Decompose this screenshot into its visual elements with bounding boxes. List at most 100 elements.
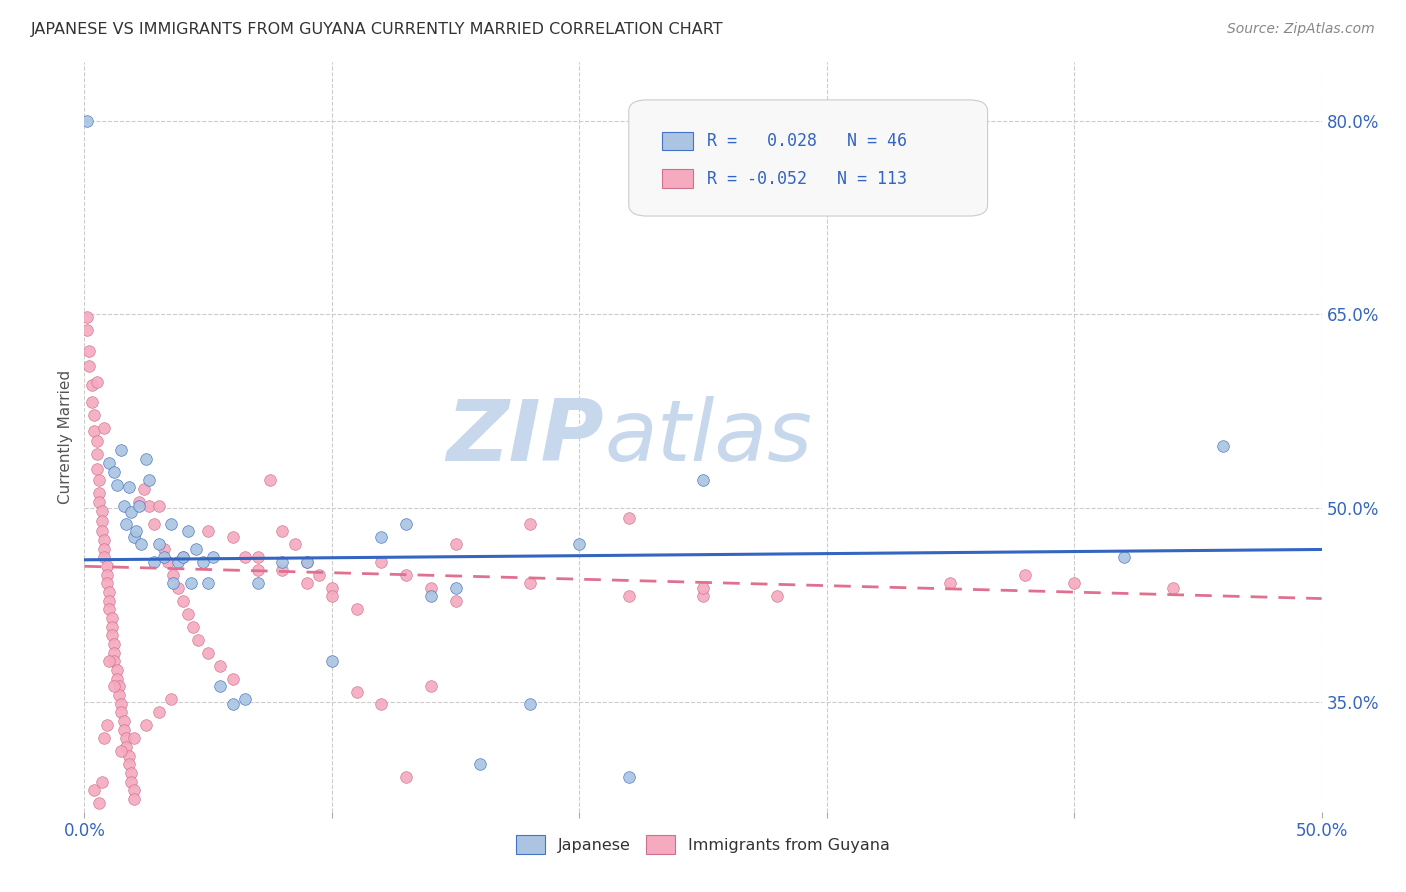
Point: [128, 499, 150, 513]
Point: [321, 589, 343, 603]
Point: [105, 478, 128, 492]
Point: [103, 680, 125, 694]
Point: [370, 698, 392, 712]
Point: [98, 594, 121, 608]
Point: [115, 740, 138, 755]
Point: [135, 718, 157, 732]
Point: [100, 611, 122, 625]
Point: [184, 542, 207, 557]
Legend: Japanese, Immigrants from Guyana: Japanese, Immigrants from Guyana: [510, 829, 896, 860]
Point: [197, 646, 219, 660]
Point: [86, 375, 108, 389]
Point: [90, 775, 112, 789]
Point: [271, 524, 294, 539]
Point: [86, 462, 108, 476]
Point: [939, 576, 962, 591]
Point: [122, 731, 145, 745]
Point: [128, 494, 150, 508]
Text: JAPANESE VS IMMIGRANTS FROM GUYANA CURRENTLY MARRIED CORRELATION CHART: JAPANESE VS IMMIGRANTS FROM GUYANA CURRE…: [31, 22, 724, 37]
Point: [148, 705, 170, 719]
Point: [96, 559, 118, 574]
Point: [419, 589, 441, 603]
Point: [120, 505, 142, 519]
Point: [180, 576, 202, 591]
Point: [346, 684, 368, 698]
Point: [519, 698, 541, 712]
Point: [162, 568, 184, 582]
Point: [96, 718, 118, 732]
Point: [1112, 550, 1135, 565]
Text: R = -0.052   N = 113: R = -0.052 N = 113: [707, 169, 907, 187]
Point: [142, 555, 165, 569]
Point: [135, 452, 157, 467]
Point: [100, 620, 122, 634]
Point: [172, 550, 194, 565]
Point: [308, 568, 330, 582]
Text: R =   0.028   N = 46: R = 0.028 N = 46: [707, 132, 907, 150]
Point: [118, 756, 141, 771]
Point: [132, 482, 155, 496]
Point: [202, 550, 225, 565]
Point: [90, 504, 112, 518]
Point: [148, 537, 170, 551]
Point: [115, 731, 138, 745]
Point: [125, 524, 148, 539]
Point: [766, 589, 789, 603]
Point: [419, 680, 441, 694]
Point: [444, 537, 467, 551]
Point: [90, 524, 112, 539]
Point: [209, 658, 232, 673]
FancyBboxPatch shape: [662, 169, 693, 188]
Point: [181, 620, 204, 634]
Point: [89, 485, 111, 500]
FancyBboxPatch shape: [662, 132, 693, 151]
Point: [103, 465, 125, 479]
Point: [295, 555, 318, 569]
Point: [110, 698, 132, 712]
Point: [160, 692, 183, 706]
Point: [93, 550, 115, 565]
Point: [86, 447, 108, 461]
Point: [295, 555, 318, 569]
Point: [98, 654, 121, 668]
Point: [167, 555, 190, 569]
Point: [692, 581, 714, 595]
Point: [152, 550, 174, 565]
Point: [93, 731, 115, 745]
Point: [93, 421, 115, 435]
Text: Source: ZipAtlas.com: Source: ZipAtlas.com: [1227, 22, 1375, 37]
Text: atlas: atlas: [605, 395, 813, 479]
Point: [321, 581, 343, 595]
Point: [222, 698, 245, 712]
Point: [108, 680, 131, 694]
Point: [1212, 439, 1234, 453]
Point: [90, 514, 112, 528]
Point: [80, 395, 103, 409]
Point: [80, 378, 103, 392]
Point: [370, 530, 392, 544]
Point: [138, 499, 160, 513]
Point: [346, 602, 368, 616]
Point: [96, 576, 118, 591]
Point: [197, 524, 219, 539]
Point: [129, 537, 152, 551]
Point: [692, 473, 714, 487]
Point: [271, 563, 294, 577]
Point: [284, 537, 307, 551]
Point: [519, 516, 541, 531]
Point: [177, 524, 200, 539]
Point: [419, 581, 441, 595]
Point: [444, 581, 467, 595]
Point: [233, 692, 256, 706]
Point: [118, 749, 141, 764]
Point: [470, 756, 492, 771]
Point: [122, 782, 145, 797]
Point: [209, 680, 232, 694]
Point: [246, 563, 269, 577]
Point: [444, 594, 467, 608]
Y-axis label: Currently Married: Currently Married: [58, 370, 73, 504]
Point: [395, 516, 418, 531]
Point: [142, 516, 165, 531]
Point: [222, 530, 245, 544]
Point: [98, 585, 121, 599]
